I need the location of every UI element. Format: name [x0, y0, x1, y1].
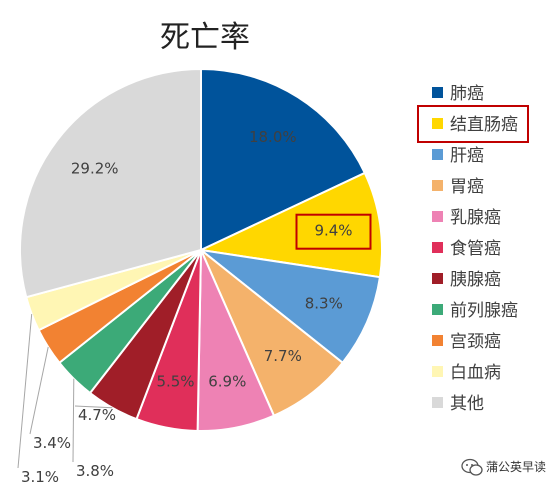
data-labels: 18.0% 9.4% 8.3% 7.7% 6.9% 5.5% 4.7% 3.8% 3.4% 3.1… — [21, 128, 372, 486]
pie-slice — [200, 67, 367, 252]
legend-label: 食管癌 — [450, 239, 501, 259]
pie-slices — [19, 67, 383, 432]
legend-swatch — [432, 335, 443, 346]
data-label: 8.3% — [305, 295, 343, 313]
legend-swatch — [432, 366, 443, 377]
data-label: 9.4% — [314, 222, 352, 240]
legend-swatch — [432, 118, 443, 129]
legend-swatch — [432, 87, 443, 98]
legend-label: 肺癌 — [450, 84, 484, 104]
leader-line — [29, 346, 49, 435]
legend-label: 胃癌 — [450, 177, 484, 197]
data-label: 3.4% — [33, 434, 71, 452]
wechat-icon — [461, 458, 483, 476]
leader-lines — [17, 313, 113, 469]
legend-label: 宫颈癌 — [450, 332, 501, 352]
legend-swatch — [432, 397, 443, 408]
legend-swatch — [432, 273, 443, 284]
leader-line — [17, 313, 33, 469]
leader-line — [74, 405, 113, 409]
legend-label: 乳腺癌 — [450, 208, 501, 228]
legend-swatch — [432, 149, 443, 160]
pie-slice — [19, 67, 202, 299]
legend-swatch — [432, 211, 443, 222]
data-label: 6.9% — [208, 372, 246, 390]
data-label: 7.7% — [264, 347, 302, 365]
data-label: 5.5% — [156, 373, 194, 391]
legend-swatch — [432, 180, 443, 191]
data-label: 3.8% — [76, 462, 114, 480]
legend-label: 结直肠癌 — [450, 115, 518, 135]
data-label: 29.2% — [71, 160, 119, 178]
data-label: 18.0% — [249, 128, 297, 146]
legend-label: 肝癌 — [450, 146, 484, 166]
legend-label: 胰腺癌 — [450, 270, 501, 290]
watermark-text: 蒲公英早读 — [486, 460, 546, 474]
data-label: 4.7% — [78, 406, 116, 424]
watermark: 蒲公英早读 — [461, 458, 546, 476]
pie-slice — [197, 171, 383, 279]
legend-highlight-box — [417, 105, 529, 143]
chart-title: 死亡率 — [160, 20, 250, 55]
legend-label: 其他 — [450, 394, 484, 414]
pie-slice — [197, 248, 382, 365]
legend-label: 前列腺癌 — [450, 301, 518, 321]
leader-line — [72, 378, 75, 463]
legend-label: 白血病 — [450, 363, 501, 383]
data-label: 3.1% — [21, 468, 59, 486]
legend-swatch — [432, 242, 443, 253]
highlight-box — [295, 213, 372, 250]
legend-swatch — [432, 304, 443, 315]
